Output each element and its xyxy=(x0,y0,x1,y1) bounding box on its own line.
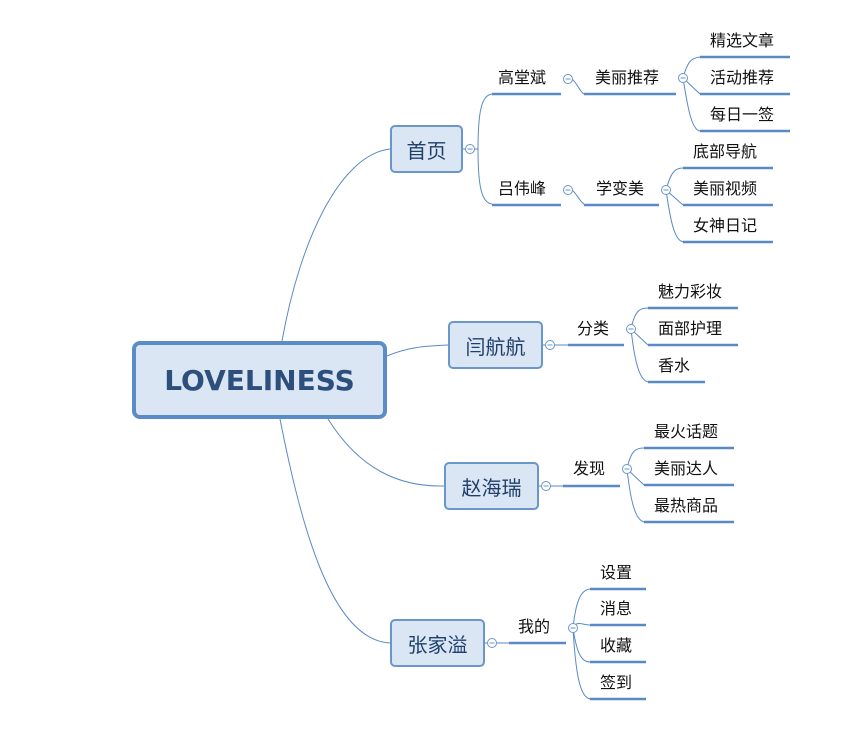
collapse-toggle-icon[interactable] xyxy=(541,481,551,491)
collapse-toggle-icon[interactable] xyxy=(465,144,475,154)
leaf-topic[interactable]: 最火话题 xyxy=(654,422,719,441)
subtopic-label[interactable]: 我的 xyxy=(518,617,551,636)
leaf-topic[interactable]: 底部导航 xyxy=(693,142,758,161)
collapse-toggle-icon[interactable] xyxy=(661,185,671,195)
subtopic-label[interactable]: 发现 xyxy=(573,459,606,478)
leaf-topic[interactable]: 魅力彩妆 xyxy=(658,282,723,301)
leaf-topic[interactable]: 签到 xyxy=(600,673,633,692)
leaf-topic[interactable]: 每日一签 xyxy=(710,105,775,124)
collapse-toggle-icon[interactable] xyxy=(622,464,632,474)
connector-root-category xyxy=(386,344,449,357)
leaf-topic[interactable]: 设置 xyxy=(600,563,633,582)
leaf-topic[interactable]: 美丽视频 xyxy=(693,179,758,198)
collapse-toggle-icon[interactable] xyxy=(545,340,555,350)
collapse-toggle-icon[interactable] xyxy=(563,185,573,195)
topic-mine-owner[interactable]: 张家溢 xyxy=(390,619,485,667)
leaf-topic[interactable]: 面部护理 xyxy=(658,319,723,338)
leaf-topic[interactable]: 美丽达人 xyxy=(654,459,719,478)
subtopic-label[interactable]: 高堂斌 xyxy=(498,68,547,87)
connector-root-mine xyxy=(279,418,391,644)
connector-root-homepage xyxy=(281,148,391,342)
topic-homepage[interactable]: 首页 xyxy=(390,125,463,173)
topic-category-owner[interactable]: 闫航航 xyxy=(448,321,543,369)
subtopic-label[interactable]: 吕伟峰 xyxy=(498,179,547,198)
collapse-toggle-icon[interactable] xyxy=(626,324,636,334)
leaf-topic[interactable]: 女神日记 xyxy=(693,216,758,235)
leaf-topic[interactable]: 最热商品 xyxy=(654,496,719,515)
leaf-topic[interactable]: 香水 xyxy=(658,356,691,375)
subtopic-label[interactable]: 学变美 xyxy=(596,179,645,198)
topic-discover-owner[interactable]: 赵海瑞 xyxy=(444,462,539,510)
collapse-toggle-icon[interactable] xyxy=(568,623,578,633)
leaf-topic[interactable]: 收藏 xyxy=(600,636,633,655)
root-topic[interactable]: LOVELINESS xyxy=(132,341,387,419)
collapse-toggle-icon[interactable] xyxy=(563,74,573,84)
collapse-toggle-icon[interactable] xyxy=(487,638,497,648)
subtopic-label[interactable]: 分类 xyxy=(577,319,610,338)
subtopic-label[interactable]: 美丽推荐 xyxy=(595,68,660,87)
connector-root-discover xyxy=(327,418,445,487)
leaf-topic[interactable]: 精选文章 xyxy=(710,31,775,50)
leaf-topic[interactable]: 消息 xyxy=(600,599,633,618)
leaf-topic[interactable]: 活动推荐 xyxy=(710,68,775,87)
collapse-toggle-icon[interactable] xyxy=(678,73,688,83)
